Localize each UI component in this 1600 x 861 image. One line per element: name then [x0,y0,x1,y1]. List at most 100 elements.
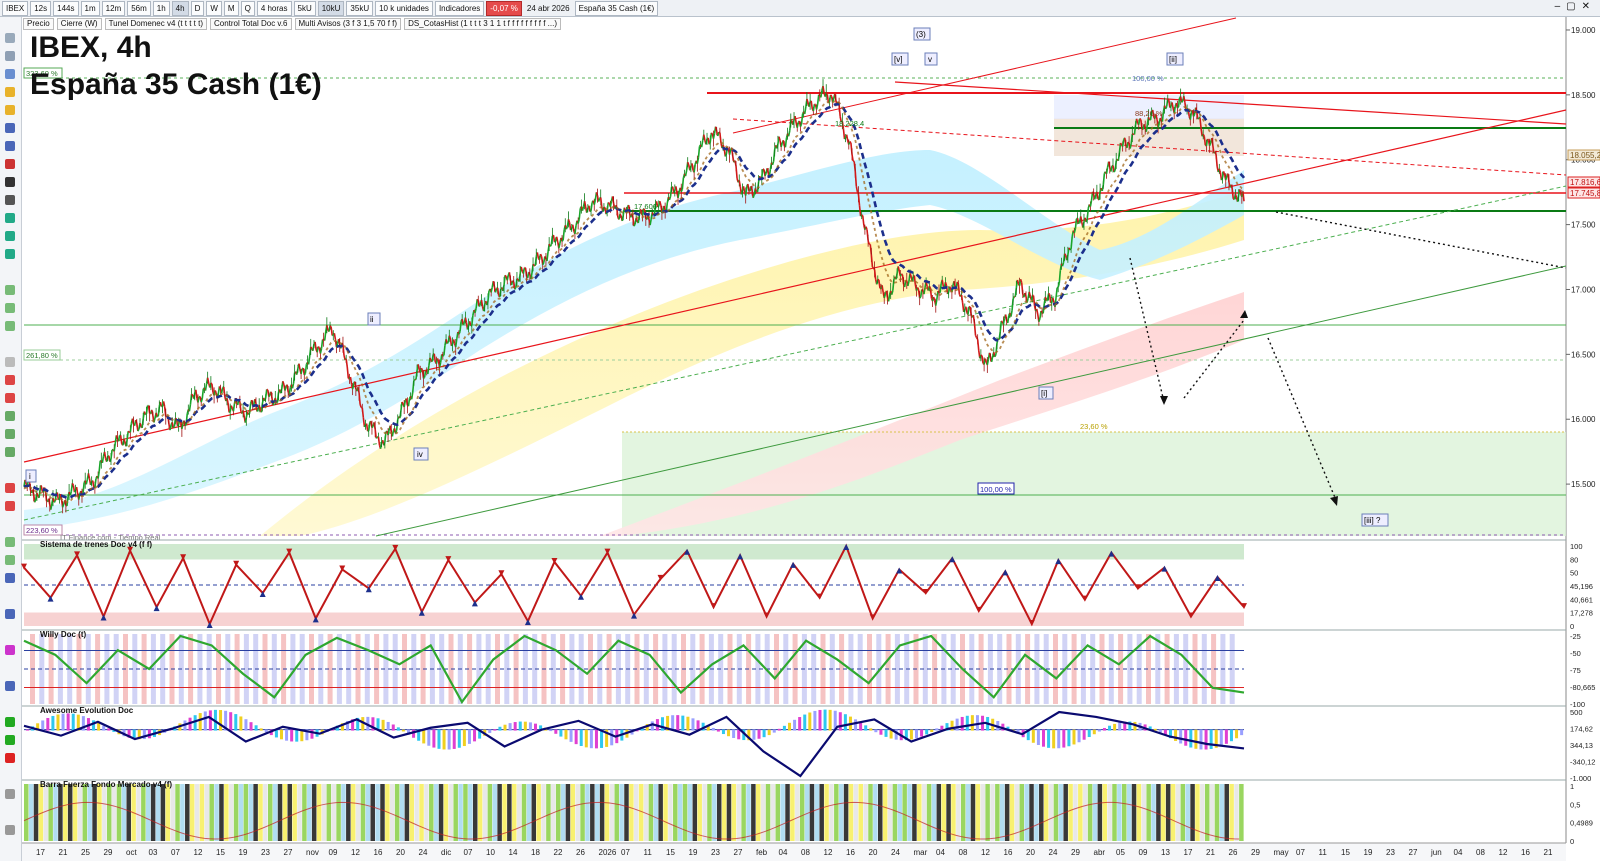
tool-icon-c[interactable] [5,573,15,583]
price-segment [82,482,85,493]
measure-icon[interactable] [5,231,15,241]
force-bar [399,784,405,841]
force-bar [760,784,766,841]
force-bar [912,784,917,841]
study-control[interactable]: Control Total Doc v.6 [209,18,292,30]
x-tick-label: 18 [531,848,540,857]
hline-icon[interactable] [5,285,15,295]
ao-bar [295,729,299,742]
ao-bar [920,729,924,737]
tool-icon-f[interactable] [5,681,15,691]
circle-tool-icon[interactable] [5,411,15,421]
force-bar [438,784,444,841]
timeframe-m[interactable]: M [223,0,239,16]
rect-tool-icon[interactable] [5,375,15,385]
crosshair-icon[interactable] [5,69,15,79]
line-red-icon-2[interactable] [5,501,15,511]
force-bar [838,784,844,841]
force-bar [453,784,458,841]
text-tool-icon-2[interactable] [5,213,15,223]
force-bar [380,784,385,841]
ellipse-tool-icon[interactable] [5,393,15,403]
timeframe-q[interactable]: Q [240,0,255,16]
timeframe-144s[interactable]: 144s [53,0,79,16]
lock-icon[interactable] [5,825,15,835]
fib-tool-icon[interactable] [5,159,15,169]
study-cotas[interactable]: DS_CotasHist (1 t t t 3 1 1 t f f f f f … [404,18,561,30]
timeframe-1m[interactable]: 1m [80,0,100,16]
study-alerts[interactable]: Multi Avisos (3 f 3 1,5 70 f f) [294,18,402,30]
signal-marker [392,544,399,551]
ao-bar [137,729,141,740]
eraser-icon[interactable] [5,357,15,367]
price-segment [680,188,684,193]
period-dropdown[interactable]: 4 horas [256,0,292,16]
x-tick-label: 19 [1364,848,1373,857]
force-bar [433,784,439,841]
delete-icon[interactable] [5,753,15,763]
study-tunnel[interactable]: Tunel Domenec v4 (t t t t t) [104,18,207,30]
wave-tool-icon[interactable] [5,447,15,457]
ao-bar [1194,729,1198,749]
text-tool-icon[interactable] [5,195,15,205]
channel-tool-icon[interactable] [5,141,15,151]
units-dropdown[interactable]: 10 k unidades [375,0,433,16]
price-segment [40,485,44,492]
force-bar [82,784,88,841]
price-segment [851,154,854,162]
price-segment [201,388,205,399]
symbol-selector[interactable]: IBEX [2,0,29,16]
check-icon[interactable] [5,717,15,727]
timeframe-12s[interactable]: 12s [30,0,52,16]
force-bar [316,784,322,841]
timeframe-1h[interactable]: 1h [152,0,170,16]
signal-marker [1134,584,1141,591]
tool-icon-a[interactable] [5,537,15,547]
price-segment [98,460,102,472]
zoom-icon[interactable] [5,51,15,61]
line-red-icon[interactable] [5,483,15,493]
thumb-up-icon[interactable] [5,735,15,745]
force-bar [555,784,561,841]
indicators-button[interactable]: Indicadores [434,0,485,16]
timeframe-4h[interactable]: 4h [171,0,189,16]
tool-icon-e[interactable] [5,645,15,655]
pencil-icon[interactable] [5,177,15,187]
hline-icon-2[interactable] [5,321,15,331]
units-5k[interactable]: 5kU [293,0,316,16]
study-price[interactable]: Precio [23,18,54,30]
price-segment [799,123,803,127]
tool-icon-d[interactable] [5,609,15,619]
force-bar [848,784,854,841]
tool-icon-b[interactable] [5,555,15,565]
timeframe-d[interactable]: D [190,0,205,16]
alert-icon[interactable] [5,87,15,97]
units-35k[interactable]: 35kU [346,0,374,16]
trend-tool-icon[interactable] [5,123,15,133]
price-segment [546,251,549,261]
cursor-icon[interactable] [5,33,15,43]
study-close[interactable]: Cierre (W) [56,18,102,30]
window-controls-icon[interactable]: –▢✕ [1554,1,1596,12]
ruler-icon[interactable] [5,249,15,259]
ao-bar [645,724,649,731]
ao-bar [376,718,380,731]
timeframe-12m[interactable]: 12m [101,0,126,16]
arc-tool-icon[interactable] [5,429,15,439]
settings-icon[interactable] [5,789,15,799]
x-tick-label: 12 [981,848,990,857]
vline-icon[interactable] [5,303,15,313]
timeframe-56m[interactable]: 56m [127,0,151,16]
force-bar [921,784,927,841]
x-tick-label: 29 [1251,848,1260,857]
price-segment [1048,294,1052,303]
timeframe-w[interactable]: W [206,0,222,16]
warning-icon[interactable] [5,105,15,115]
force-bar [233,784,239,841]
ao-bar [793,719,797,731]
units-10k[interactable]: 10kU [317,0,345,16]
price-segment [1206,138,1210,141]
price-segment [1074,218,1078,229]
price-segment [227,402,230,413]
